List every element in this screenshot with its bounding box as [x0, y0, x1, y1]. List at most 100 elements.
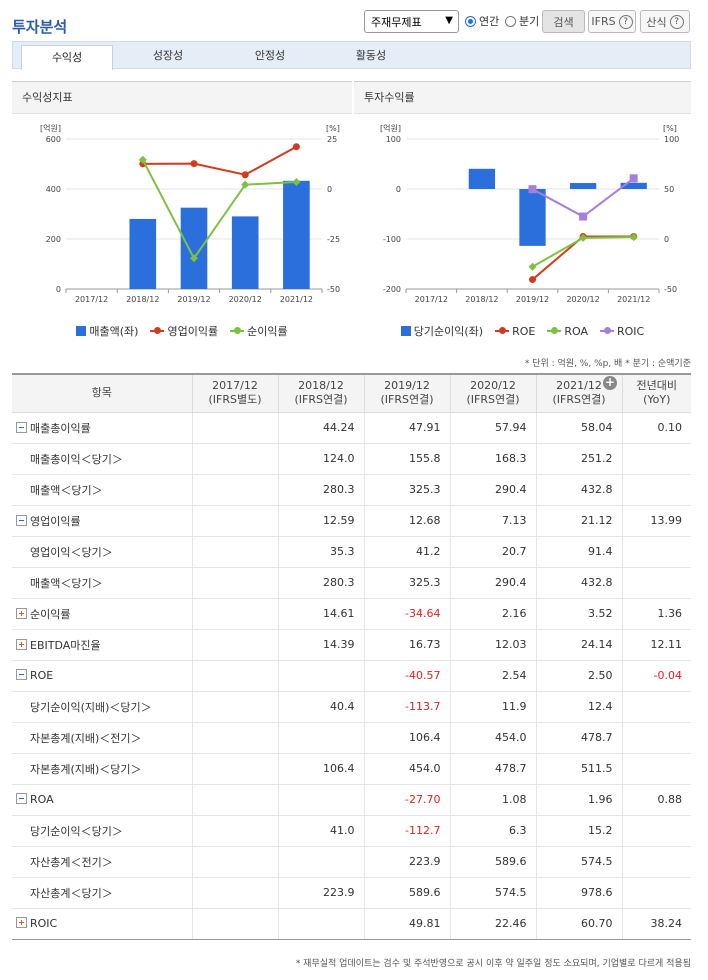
row-label[interactable]: ROIC — [30, 917, 58, 930]
data-point — [629, 174, 638, 183]
table-cell: 12.11 — [622, 629, 691, 661]
table-cell — [622, 846, 691, 878]
table-cell: -27.70 — [364, 784, 451, 816]
formula-help-button[interactable]: 산식 ? — [640, 10, 690, 33]
table-cell: 49.81 — [364, 908, 451, 940]
tab-growth[interactable]: 성장성 — [152, 49, 184, 62]
table-cell: 15.2 — [536, 815, 623, 847]
table-row: 자산총계＜당기＞ 223.9 589.6 574.5 978.6 — [12, 877, 691, 909]
expand-icon[interactable] — [16, 607, 27, 619]
table-cell — [192, 505, 279, 537]
legend-item[interactable]: 영업이익률 — [150, 323, 218, 339]
collapse-icon[interactable] — [16, 669, 27, 680]
row-label[interactable]: ROA — [30, 793, 54, 806]
investment-return-chart-panel: 투자수익률 [억원] [%] -200 -100 0 100 100 50 0 -50 2017/1… — [354, 81, 691, 341]
legend-label: ROE — [512, 324, 536, 338]
bar — [519, 189, 546, 246]
row-label: 자본총계(지배)＜당기＞ — [30, 762, 142, 776]
column-header-line2: (IFRS연결) — [294, 393, 348, 407]
column-header-line1: 2017/12 — [212, 379, 258, 393]
row-label[interactable]: 매출총이익률 — [30, 421, 91, 435]
table-cell — [192, 629, 279, 661]
table-cell — [192, 846, 279, 878]
chart-legend: 매출액(좌) 영업이익률 순이익률 — [12, 323, 352, 339]
table-row: ROE -40.57 2.54 2.50 -0.04 — [12, 660, 691, 692]
row-label[interactable]: ROE — [30, 669, 54, 682]
table-row: 당기순이익＜당기＞ 41.0 -112.7 6.3 15.2 — [12, 815, 691, 847]
table-cell: 1.08 — [450, 784, 537, 816]
legend-item[interactable]: ROE — [495, 323, 535, 339]
formula-label: 산식 — [646, 15, 667, 29]
tab-activity[interactable]: 활동성 — [355, 49, 387, 62]
row-label-cell: 당기순이익(지배)＜당기＞ — [12, 691, 193, 723]
tab-stability[interactable]: 안정성 — [254, 49, 286, 62]
legend-item[interactable]: ROA — [547, 323, 588, 339]
table-cell: 91.4 — [536, 536, 623, 568]
left-axis-unit: [억원] — [380, 123, 401, 133]
legend-item[interactable]: 순이익률 — [230, 323, 288, 339]
table-row: 당기순이익(지배)＜당기＞ 40.4 -113.7 11.9 12.4 — [12, 691, 691, 723]
table-row: 자본총계(지배)＜당기＞ 106.4 454.0 478.7 511.5 — [12, 753, 691, 785]
row-label[interactable]: 순이익률 — [30, 607, 71, 621]
tab-profitability[interactable]: 수익성 — [21, 45, 113, 70]
chart-title: 투자수익률 — [354, 82, 691, 114]
table-cell — [192, 567, 279, 599]
radio-quarter[interactable]: 분기 — [505, 13, 539, 29]
table-row: 자본총계(지배)＜전기＞ 106.4 454.0 478.7 — [12, 722, 691, 754]
collapse-icon[interactable] — [16, 514, 27, 526]
y-tick-label: 400 — [46, 185, 61, 194]
row-label-cell: 당기순이익＜당기＞ — [12, 815, 193, 847]
expand-icon[interactable] — [16, 638, 27, 650]
table-cell: 12.03 — [450, 629, 537, 661]
data-point — [190, 160, 198, 168]
table-cell: 454.0 — [450, 722, 537, 754]
chart-legend: 당기순이익(좌) ROE ROA ROIC — [354, 323, 691, 339]
row-label-cell: 영업이익＜당기＞ — [12, 536, 193, 568]
table-cell: 280.3 — [278, 474, 365, 506]
ifrs-help-button[interactable]: IFRS ? — [588, 10, 636, 33]
legend-item[interactable]: 당기순이익(좌) — [400, 323, 483, 339]
data-point — [579, 212, 588, 221]
statement-type-select[interactable]: 주재무제표 ▼ — [364, 10, 459, 33]
legend-swatch — [230, 327, 245, 334]
add-column-icon[interactable]: + — [603, 375, 617, 390]
table-cell: 12.59 — [278, 505, 365, 537]
legend-item[interactable]: ROIC — [599, 323, 644, 339]
y2-tick-label: -50 — [327, 285, 340, 294]
table-cell: 13.99 — [622, 505, 691, 537]
row-label-cell: 매출액＜당기＞ — [12, 567, 193, 599]
y2-tick-label: 25 — [327, 135, 337, 144]
table-cell: 35.3 — [278, 536, 365, 568]
radio-quarter-label: 분기 — [519, 15, 540, 28]
column-header-line2: (IFRS연결) — [552, 393, 606, 407]
row-label-cell: ROIC — [12, 908, 193, 940]
search-button[interactable]: 검색 — [542, 10, 585, 33]
row-label: 자본총계(지배)＜전기＞ — [30, 731, 142, 745]
radio-annual[interactable]: 연간 — [465, 13, 499, 29]
column-header-line1: 2018/12 — [298, 379, 344, 393]
table-cell — [278, 722, 365, 754]
table-header-row: 항목 2017/12 (IFRS별도) 2018/12 (IFRS연결) 2019/12(… — [12, 373, 691, 413]
table-cell — [622, 536, 691, 568]
table-cell: 2.16 — [450, 598, 537, 630]
table-cell: 2.54 — [450, 660, 537, 692]
legend-swatch — [400, 326, 411, 336]
right-axis-unit: [%] — [326, 124, 340, 133]
table-cell — [278, 908, 365, 940]
table-cell: -0.04 — [622, 660, 691, 692]
expand-icon[interactable] — [16, 917, 27, 928]
legend-item[interactable]: 매출액(좌) — [76, 323, 138, 339]
collapse-icon[interactable] — [16, 421, 27, 433]
table-cell: 57.94 — [450, 412, 537, 444]
profitability-chart-panel: 수익성지표 [억원] [%] 0 200 400 600 25 0 -25 -50 2017/12 2… — [12, 81, 352, 341]
table-cell — [192, 474, 279, 506]
table-cell: 325.3 — [364, 567, 451, 599]
table-row: ROIC 49.81 22.46 60.70 38.24 — [12, 908, 691, 940]
table-cell — [192, 753, 279, 785]
row-label[interactable]: 영업이익률 — [30, 514, 81, 528]
table-cell: 2.50 — [536, 660, 623, 692]
row-label[interactable]: EBITDA마진율 — [30, 638, 101, 652]
data-point — [190, 254, 198, 263]
table-cell — [622, 877, 691, 909]
collapse-icon[interactable] — [16, 793, 27, 804]
